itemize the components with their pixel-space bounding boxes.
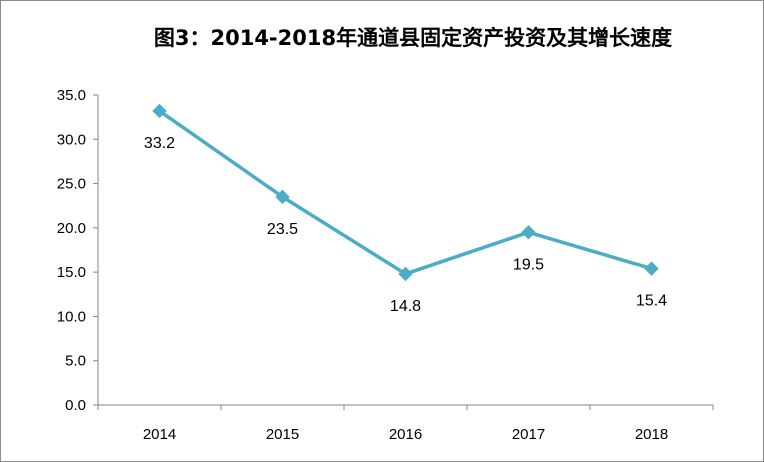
- chart-title: 图3：2014-2018年通道县固定资产投资及其增长速度: [154, 26, 672, 50]
- data-label: 23.5: [267, 221, 298, 238]
- y-tick-label: 0.0: [65, 397, 86, 414]
- axes: 0.0 5.0 10.0 15.0 20.0 25.0 30.0 35.0 2014 2015 20…: [57, 87, 714, 443]
- data-point-marker: [398, 266, 413, 282]
- series-markers: [152, 103, 659, 282]
- y-tick-label: 35.0: [57, 87, 86, 104]
- data-point-marker: [644, 261, 659, 276]
- data-label: 33.2: [144, 135, 175, 152]
- y-tick-label: 10.0: [57, 308, 86, 325]
- y-tick-label: 30.0: [57, 131, 86, 148]
- series-polyline: [158, 109, 652, 276]
- series-line: [158, 109, 652, 276]
- data-point-marker: [521, 225, 536, 240]
- y-tick-label: 15.0: [57, 264, 86, 281]
- x-tick-label: 2014: [143, 426, 176, 443]
- data-label: 15.4: [636, 293, 667, 310]
- data-label: 14.8: [390, 298, 421, 315]
- data-point-marker: [152, 103, 167, 119]
- y-tick-label: 25.0: [57, 176, 86, 193]
- x-tick-label: 2017: [512, 426, 545, 443]
- y-tick-label: 20.0: [57, 220, 86, 237]
- data-point-marker: [275, 189, 290, 205]
- data-labels: 33.2 23.5 14.8 19.5 15.4: [144, 135, 667, 315]
- data-label: 19.5: [513, 256, 544, 273]
- x-tick-label: 2015: [266, 426, 299, 443]
- x-tick-label: 2018: [635, 426, 668, 443]
- y-tick-label: 5.0: [65, 353, 86, 370]
- x-tick-label: 2016: [389, 426, 422, 443]
